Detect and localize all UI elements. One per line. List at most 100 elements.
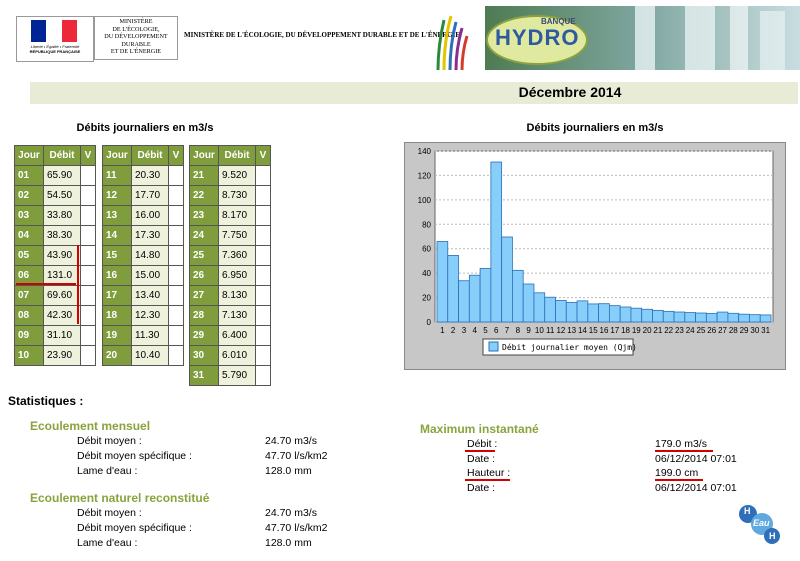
- table-row: 10 23.90: [14, 345, 96, 366]
- day-cell: 09: [14, 325, 44, 346]
- flow-cell: 8.130: [218, 285, 256, 306]
- x-tick-label: 16: [600, 326, 609, 335]
- validity-cell: [80, 185, 96, 206]
- french-flag-icon: [31, 20, 77, 42]
- table-row: 25 7.360: [189, 245, 271, 266]
- natural-value: 24.70 m3/s: [265, 507, 317, 519]
- validity-cell: [80, 345, 96, 366]
- x-tick-label: 31: [761, 326, 770, 335]
- chart-bar: [695, 312, 707, 323]
- validity-cell: [80, 325, 96, 346]
- day-cell: 15: [102, 245, 132, 266]
- table-row: 30 6.010: [189, 345, 271, 366]
- day-cell: 31: [189, 365, 219, 386]
- x-tick-label: 26: [707, 326, 716, 335]
- x-tick-label: 4: [472, 326, 477, 335]
- legend-swatch: [488, 341, 499, 352]
- chart-bar: [673, 311, 686, 323]
- day-cell: 14: [102, 225, 132, 246]
- flow-cell: 13.40: [131, 285, 169, 306]
- chart-bar: [565, 302, 578, 323]
- chart-bar: [716, 311, 729, 323]
- table-row: 18 12.30: [102, 305, 184, 326]
- day-cell: 11: [102, 165, 132, 186]
- y-tick-label: 20: [422, 294, 431, 303]
- chart-bar: [652, 309, 664, 323]
- x-tick-label: 1: [440, 326, 445, 335]
- x-tick-label: 15: [589, 326, 598, 335]
- natural-value: 47.70 l/s/km2: [265, 522, 328, 534]
- x-tick-label: 10: [535, 326, 544, 335]
- x-tick-label: 18: [621, 326, 630, 335]
- table-row: 23 8.170: [189, 205, 271, 226]
- highlight-underline: [655, 450, 713, 452]
- table-header-row: Jour Débit V: [14, 145, 96, 166]
- stats-title: Statistiques :: [8, 394, 84, 408]
- day-cell: 30: [189, 345, 219, 366]
- x-tick-label: 13: [567, 326, 576, 335]
- flow-cell: 43.90: [43, 245, 81, 266]
- table-row: 01 65.90: [14, 165, 96, 186]
- validity-cell: [255, 365, 271, 386]
- maximum-value: 199.0 cm: [655, 467, 699, 479]
- validity-cell: [80, 225, 96, 246]
- daily-flow-table-1: Jour Débit V 01 65.90 02 54.50 03 33.80 04 38.30 05…: [14, 145, 96, 366]
- validity-cell: [255, 305, 271, 326]
- chart-bar: [759, 314, 772, 323]
- maximum-value: 179.0 m3/s: [655, 438, 707, 450]
- chart-bar: [587, 303, 600, 323]
- flow-cell: 23.90: [43, 345, 81, 366]
- monthly-value: 128.0 mm: [265, 465, 312, 477]
- column-header-flow: Débit: [131, 145, 169, 166]
- chart-bar: [468, 274, 481, 323]
- natural-label: Débit moyen :: [77, 507, 142, 519]
- chart-bar: [608, 305, 621, 323]
- x-tick-label: 23: [675, 326, 684, 335]
- flow-cell: 12.30: [131, 305, 169, 326]
- day-cell: 19: [102, 325, 132, 346]
- table-row: 29 6.400: [189, 325, 271, 346]
- table-row: 03 33.80: [14, 205, 96, 226]
- x-tick-label: 17: [610, 326, 619, 335]
- flow-cell: 31.10: [43, 325, 81, 346]
- day-cell: 17: [102, 285, 132, 306]
- flow-cell: 6.400: [218, 325, 256, 346]
- day-cell: 07: [14, 285, 44, 306]
- column-header-valid: V: [80, 145, 96, 166]
- flow-cell: 8.170: [218, 205, 256, 226]
- chart-bar: [555, 299, 567, 323]
- table-row: 09 31.10: [14, 325, 96, 346]
- y-tick-label: 100: [418, 196, 432, 205]
- banque-label: BANQUE: [541, 17, 576, 26]
- flow-cell: 6.950: [218, 265, 256, 286]
- table-row: 07 69.60: [14, 285, 96, 306]
- maximum-heading: Maximum instantané: [420, 422, 539, 436]
- ministry-line: DE L'ÉCOLOGIE,: [112, 25, 160, 33]
- x-tick-label: 30: [750, 326, 759, 335]
- chart-bar: [490, 161, 503, 323]
- chart-legend: Débit journalier moyen (Qjm): [482, 338, 637, 356]
- table-row: 16 15.00: [102, 265, 184, 286]
- day-cell: 24: [189, 225, 219, 246]
- monthly-label: Débit moyen :: [77, 435, 142, 447]
- x-tick-label: 27: [718, 326, 727, 335]
- validity-cell: [80, 265, 96, 286]
- column-header-flow: Débit: [218, 145, 256, 166]
- chart-bar: [501, 236, 513, 323]
- day-cell: 10: [14, 345, 44, 366]
- y-tick-label: 140: [418, 147, 432, 156]
- table-row: 19 11.30: [102, 325, 184, 346]
- rf-name: RÉPUBLIQUE FRANÇAISE: [29, 49, 81, 54]
- day-cell: 21: [189, 165, 219, 186]
- table-row: 26 6.950: [189, 265, 271, 286]
- x-tick-label: 20: [643, 326, 652, 335]
- day-cell: 03: [14, 205, 44, 226]
- column-header-valid: V: [255, 145, 271, 166]
- validity-cell: [80, 285, 96, 306]
- month-title-bar: [30, 82, 798, 104]
- flow-cell: 14.80: [131, 245, 169, 266]
- heau-logo: H Eau H: [738, 502, 780, 546]
- maximum-value: 06/12/2014 07:01: [655, 482, 737, 494]
- validity-cell: [80, 305, 96, 326]
